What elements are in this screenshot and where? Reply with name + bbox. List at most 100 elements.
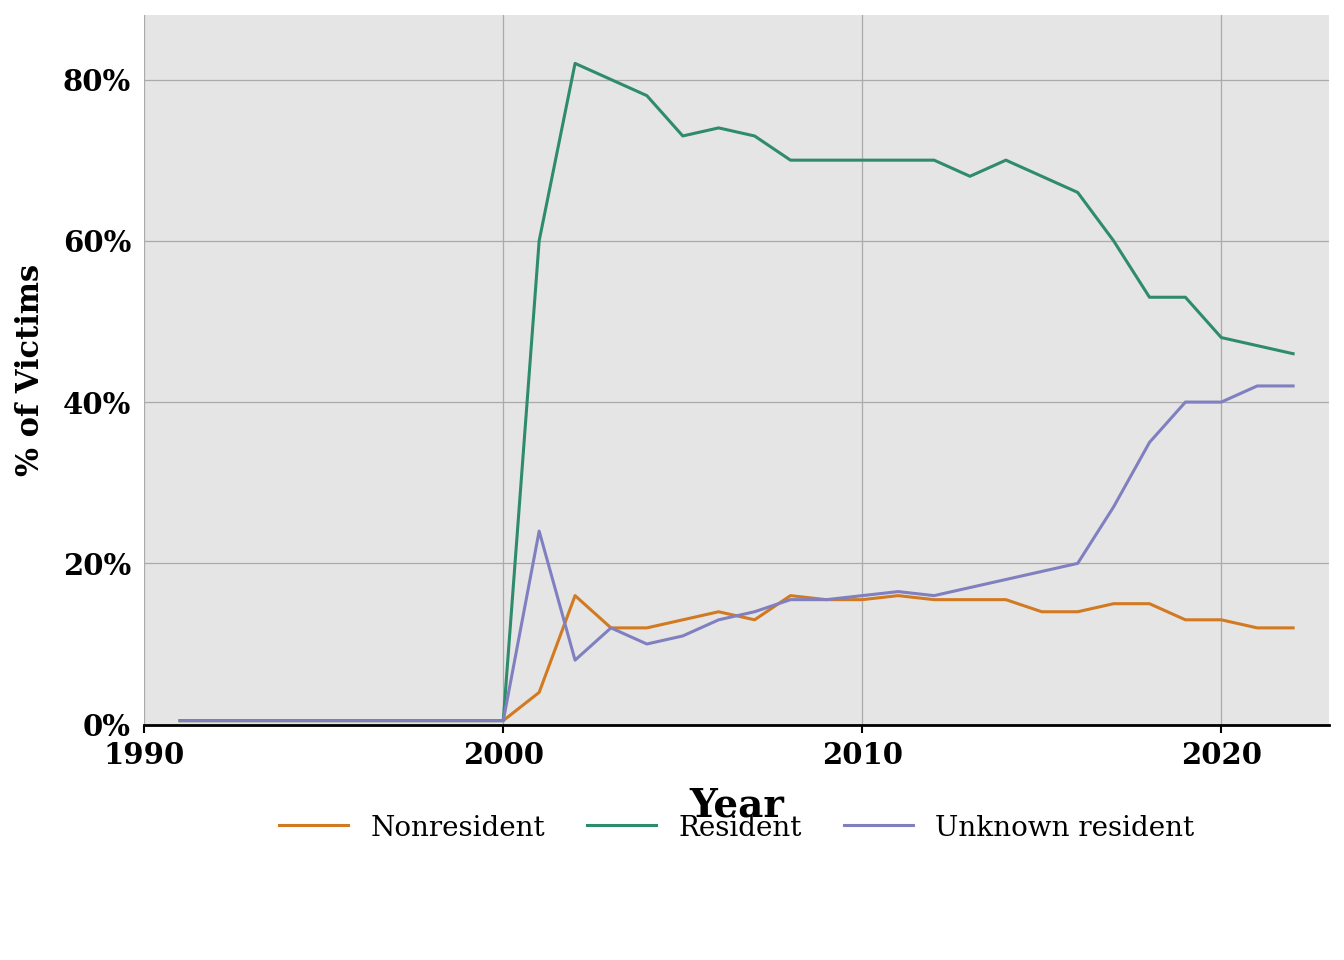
Unknown resident [280,715,296,727]
Resident [460,715,476,727]
Resident [1177,292,1193,303]
Resident [926,155,942,166]
Nonresident [316,715,332,727]
Nonresident [638,622,655,634]
Nonresident [423,715,439,727]
Nonresident [531,686,547,698]
Resident [208,715,224,727]
Resident [1249,340,1265,351]
Nonresident [495,715,511,727]
Resident [243,715,259,727]
Unknown resident [567,655,583,666]
Nonresident [603,622,620,634]
Unknown resident [638,638,655,650]
Unknown resident [1034,565,1050,577]
Unknown resident [1214,396,1230,408]
Resident [1106,235,1122,247]
Nonresident [926,594,942,606]
Unknown resident [711,614,727,626]
Resident [818,155,835,166]
Resident [352,715,368,727]
Nonresident [387,715,403,727]
Resident [531,235,547,247]
Resident [1214,332,1230,344]
Nonresident [1141,598,1157,610]
Resident [711,122,727,133]
Unknown resident [531,525,547,537]
Unknown resident [782,594,798,606]
Nonresident [855,594,871,606]
Nonresident [890,589,906,601]
Nonresident [1106,598,1122,610]
Nonresident [352,715,368,727]
Resident [1070,186,1086,198]
Resident [782,155,798,166]
Unknown resident [675,630,691,641]
Unknown resident [926,589,942,601]
Nonresident [1177,614,1193,626]
Resident [1034,171,1050,182]
Y-axis label: % of Victims: % of Victims [15,264,46,476]
Resident [890,155,906,166]
Unknown resident [1285,380,1301,392]
Nonresident [280,715,296,727]
Nonresident [1070,606,1086,617]
Resident [638,90,655,102]
Unknown resident [997,574,1013,586]
Unknown resident [423,715,439,727]
Resident [495,715,511,727]
Resident [172,715,188,727]
Nonresident [1214,614,1230,626]
Nonresident [1034,606,1050,617]
Nonresident [1285,622,1301,634]
Resident [1285,348,1301,359]
Nonresident [997,594,1013,606]
Nonresident [782,589,798,601]
Nonresident [1249,622,1265,634]
Unknown resident [495,715,511,727]
Nonresident [460,715,476,727]
Nonresident [746,614,762,626]
Resident [387,715,403,727]
Resident [316,715,332,727]
Resident [855,155,871,166]
Line: Resident: Resident [180,63,1293,721]
Nonresident [818,594,835,606]
Resident [997,155,1013,166]
Resident [603,74,620,85]
Nonresident [962,594,978,606]
Nonresident [567,589,583,601]
Unknown resident [855,589,871,601]
Unknown resident [316,715,332,727]
Unknown resident [1249,380,1265,392]
Unknown resident [460,715,476,727]
Unknown resident [746,606,762,617]
Nonresident [675,614,691,626]
Unknown resident [1141,437,1157,448]
Unknown resident [818,594,835,606]
Unknown resident [890,586,906,597]
Unknown resident [1106,501,1122,513]
Resident [423,715,439,727]
Resident [280,715,296,727]
Nonresident [243,715,259,727]
X-axis label: Year: Year [689,787,784,825]
Unknown resident [352,715,368,727]
Unknown resident [603,622,620,634]
Line: Unknown resident: Unknown resident [180,386,1293,721]
Unknown resident [243,715,259,727]
Unknown resident [1177,396,1193,408]
Resident [567,58,583,69]
Unknown resident [1070,558,1086,569]
Unknown resident [208,715,224,727]
Legend: Nonresident, Resident, Unknown resident: Nonresident, Resident, Unknown resident [267,803,1206,852]
Resident [746,131,762,142]
Resident [675,131,691,142]
Unknown resident [962,582,978,593]
Unknown resident [172,715,188,727]
Nonresident [172,715,188,727]
Nonresident [711,606,727,617]
Line: Nonresident: Nonresident [180,595,1293,721]
Resident [962,171,978,182]
Nonresident [208,715,224,727]
